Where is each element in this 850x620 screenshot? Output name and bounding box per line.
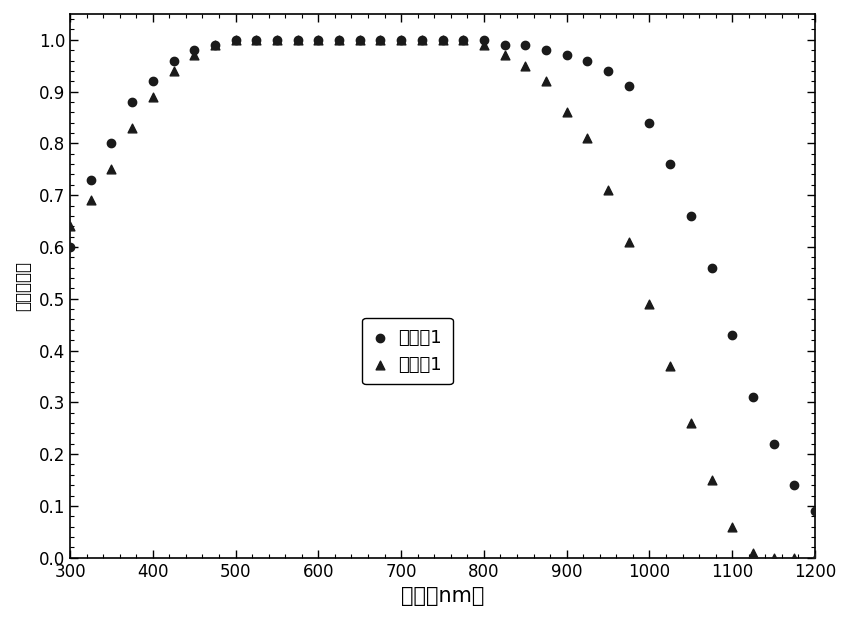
实施例1: [105, 138, 118, 148]
比较例1: [622, 237, 636, 247]
比较例1: [84, 195, 98, 205]
比较例1: [312, 35, 326, 45]
实施例1: [63, 242, 76, 252]
实施例1: [394, 35, 408, 45]
实施例1: [312, 35, 326, 45]
比较例1: [167, 66, 180, 76]
比较例1: [353, 35, 366, 45]
实施例1: [208, 40, 222, 50]
比较例1: [787, 553, 801, 563]
Y-axis label: 外量子效率: 外量子效率: [14, 261, 32, 311]
实施例1: [622, 81, 636, 91]
比较例1: [581, 133, 594, 143]
比较例1: [187, 50, 201, 60]
比较例1: [394, 35, 408, 45]
Legend: 实施例1, 比较例1: 实施例1, 比较例1: [362, 317, 453, 384]
实施例1: [415, 35, 428, 45]
比较例1: [374, 35, 388, 45]
比较例1: [125, 123, 139, 133]
实施例1: [581, 56, 594, 66]
实施例1: [539, 45, 552, 55]
实施例1: [477, 35, 490, 45]
比较例1: [705, 475, 718, 485]
实施例1: [787, 480, 801, 490]
比较例1: [270, 35, 284, 45]
实施例1: [291, 35, 304, 45]
实施例1: [84, 175, 98, 185]
比较例1: [808, 553, 822, 563]
比较例1: [208, 40, 222, 50]
比较例1: [105, 164, 118, 174]
实施例1: [374, 35, 388, 45]
实施例1: [643, 118, 656, 128]
实施例1: [229, 35, 242, 45]
比较例1: [332, 35, 346, 45]
比较例1: [291, 35, 304, 45]
比较例1: [63, 221, 76, 231]
比较例1: [663, 361, 677, 371]
比较例1: [601, 185, 615, 195]
比较例1: [456, 35, 470, 45]
实施例1: [125, 97, 139, 107]
实施例1: [436, 35, 450, 45]
实施例1: [746, 392, 760, 402]
比较例1: [643, 299, 656, 309]
实施例1: [663, 159, 677, 169]
比较例1: [767, 553, 780, 563]
比较例1: [477, 40, 490, 50]
实施例1: [270, 35, 284, 45]
比较例1: [518, 61, 532, 71]
实施例1: [705, 263, 718, 273]
实施例1: [456, 35, 470, 45]
实施例1: [725, 330, 739, 340]
比较例1: [560, 107, 574, 117]
实施例1: [808, 506, 822, 516]
实施例1: [684, 211, 698, 221]
比较例1: [684, 418, 698, 428]
比较例1: [498, 50, 512, 60]
实施例1: [498, 40, 512, 50]
实施例1: [187, 45, 201, 55]
比较例1: [725, 521, 739, 531]
X-axis label: 波长（nm）: 波长（nm）: [401, 586, 484, 606]
实施例1: [518, 40, 532, 50]
比较例1: [229, 35, 242, 45]
实施例1: [767, 439, 780, 449]
实施例1: [146, 76, 160, 86]
实施例1: [250, 35, 264, 45]
实施例1: [601, 66, 615, 76]
比较例1: [746, 547, 760, 557]
比较例1: [436, 35, 450, 45]
比较例1: [146, 92, 160, 102]
实施例1: [353, 35, 366, 45]
实施例1: [167, 56, 180, 66]
实施例1: [332, 35, 346, 45]
比较例1: [415, 35, 428, 45]
比较例1: [250, 35, 264, 45]
比较例1: [539, 76, 552, 86]
实施例1: [560, 50, 574, 60]
